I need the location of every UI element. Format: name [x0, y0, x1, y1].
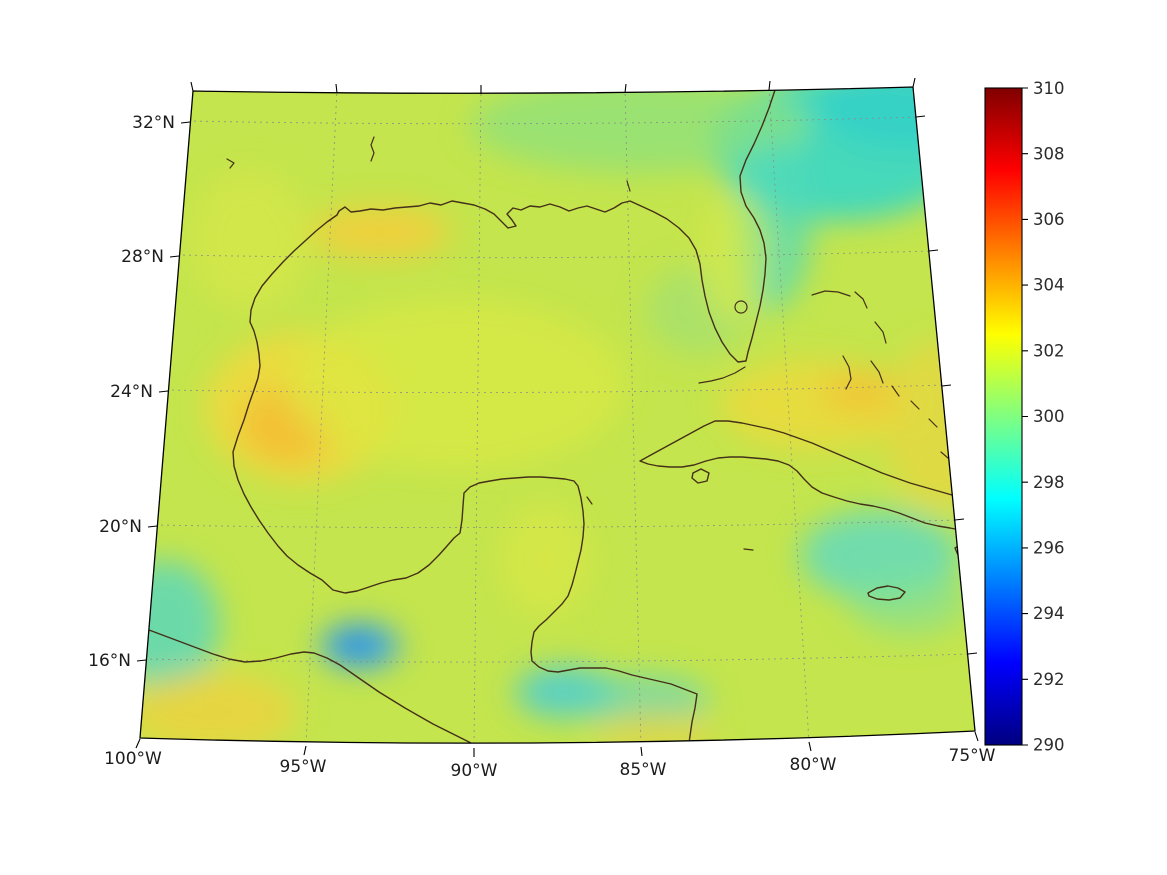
lon-tick-label: 80°W [790, 755, 837, 775]
island-grand-cayman [743, 548, 754, 551]
lake-okeechobee [734, 300, 748, 314]
meridian-95w [305, 87, 338, 744]
colorbar-tick-label: 298 [1033, 473, 1065, 492]
lat-tick-label: 28°N [121, 247, 164, 267]
river-apalachicola [626, 180, 631, 192]
lon-tick-label: 90°W [451, 761, 498, 781]
coastlines [148, 89, 975, 744]
lon-tick-label: 95°W [280, 757, 327, 777]
colorbar-tick-label: 290 [1033, 736, 1065, 755]
axis-ticks [135, 77, 979, 757]
coastline-jamaica [867, 585, 906, 601]
colorbar-tick-label: 306 [1033, 210, 1065, 229]
lat-tick-label: 32°N [132, 113, 175, 133]
coastline-isla-juventud [691, 468, 710, 484]
lat-tick-label: 24°N [110, 382, 153, 402]
lon-tick-label: 75°W [949, 746, 996, 766]
meridian-80w [768, 87, 810, 744]
temperature-field [140, 87, 975, 744]
map-border [139, 86, 976, 744]
colorbar-tick-label: 302 [1033, 342, 1065, 361]
coastline-gulf-of-mexico [232, 89, 776, 744]
colorbar-tick-label: 310 [1033, 79, 1065, 98]
colorbar-tick-label: 294 [1033, 604, 1065, 623]
colorbar-gradient [984, 87, 1023, 746]
colorbar-ticks [1022, 87, 1028, 746]
colorbar-tick-label: 296 [1033, 539, 1065, 558]
colorbar-tick-label: 308 [1033, 145, 1065, 164]
parallel-20n [154, 519, 958, 529]
colorbar: 310 308 306 304 302 300 298 296 294 292 … [984, 79, 1065, 755]
coastline-florida-keys [698, 366, 746, 384]
map-panel: 32°N 28°N 24°N 20°N 16°N 100°W 95°W 90°W… [88, 77, 996, 781]
latitude-labels: 32°N 28°N 24°N 20°N 16°N [88, 113, 175, 671]
left-ticks [136, 121, 191, 662]
parallel-32n [187, 116, 919, 125]
island-cozumel [586, 496, 593, 505]
colorbar-labels: 310 308 306 304 302 300 298 296 294 292 … [1033, 79, 1065, 755]
coastline-bahamas [811, 290, 949, 459]
lat-tick-label: 16°N [88, 651, 131, 671]
colorbar-tick-label: 292 [1033, 670, 1065, 689]
lon-tick-label: 85°W [620, 760, 667, 780]
colorbar-tick-label: 304 [1033, 276, 1065, 295]
graticule [143, 87, 970, 744]
colorbar-tick-label: 300 [1033, 407, 1065, 426]
lake-amistad [226, 158, 235, 169]
lat-tick-label: 20°N [99, 517, 142, 537]
bottom-ticks [135, 731, 979, 757]
parallel-24n [165, 384, 945, 394]
lake-toledo-bend [370, 136, 375, 162]
longitude-labels: 100°W 95°W 90°W 85°W 80°W 75°W [104, 746, 996, 781]
coastline-cuba [639, 420, 956, 530]
meridian-90w [473, 87, 482, 744]
lon-tick-label: 100°W [104, 749, 162, 769]
meridian-85w [624, 87, 642, 744]
coastline-pacific [148, 629, 474, 744]
right-ticks [915, 115, 978, 655]
top-ticks [190, 77, 916, 94]
